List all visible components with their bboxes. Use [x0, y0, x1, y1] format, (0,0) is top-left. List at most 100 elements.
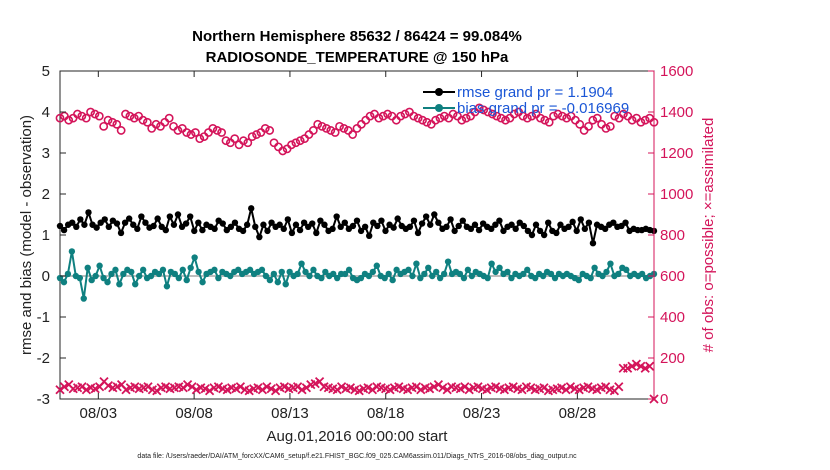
data-point-rmse	[467, 225, 475, 233]
data-point-possible	[64, 115, 74, 125]
data-point-possible	[435, 113, 445, 123]
data-point-possible	[374, 113, 384, 123]
data-point-rmse	[577, 216, 584, 223]
legend-rmse-label: rmse grand pr = 1.1904	[457, 84, 613, 101]
data-point-possible	[142, 117, 152, 127]
data-point-possible	[335, 121, 344, 131]
data-point-possible	[431, 115, 441, 125]
data-point-possible	[396, 111, 406, 121]
data-point-rmse	[573, 227, 580, 235]
right-tick-label: 1200	[660, 145, 693, 162]
legend-rmse-marker	[435, 88, 443, 96]
data-point-rmse	[382, 227, 389, 235]
data-point-bias	[195, 268, 202, 276]
data-point-assimilated	[143, 382, 153, 392]
x-tick-label: 08/28	[559, 405, 597, 422]
data-point-rmse	[545, 219, 552, 226]
data-point-bias	[464, 266, 472, 274]
data-point-bias	[591, 264, 598, 271]
data-point-possible	[562, 113, 572, 123]
data-point-possible	[439, 111, 449, 121]
data-point-possible	[308, 126, 318, 135]
legend: rmse grand pr = 1.1904 bias grand pr = -…	[423, 84, 629, 117]
data-point-assimilated	[539, 383, 549, 393]
x-axis: 08/03 08/08 08/13 08/18 08/23 08/28	[80, 405, 597, 422]
data-point-bias	[171, 270, 179, 278]
data-point-possible	[190, 128, 200, 137]
data-point-rmse	[447, 216, 454, 223]
data-point-rmse	[601, 225, 609, 233]
data-point-rmse	[60, 226, 68, 234]
data-point-possible	[627, 115, 637, 125]
data-point-rmse	[134, 225, 141, 233]
data-point-possible	[322, 123, 331, 133]
data-point-assimilated	[178, 383, 188, 393]
data-point-bias	[484, 274, 491, 282]
left-tick-label: -3	[37, 391, 50, 408]
right-tick-label: 600	[660, 268, 685, 285]
x-tick-label: 08/08	[175, 405, 213, 422]
data-point-bias	[246, 266, 254, 274]
data-point-bias	[147, 272, 155, 280]
data-point-bias	[504, 268, 511, 276]
data-point-possible	[348, 130, 358, 139]
data-point-bias	[318, 274, 325, 282]
data-point-possible	[619, 109, 628, 119]
data-point-possible	[496, 113, 506, 123]
data-point-bias	[575, 276, 582, 284]
data-point-possible	[125, 111, 135, 121]
data-point-bias	[128, 268, 135, 276]
data-point-rmse	[622, 219, 629, 226]
data-point-rmse	[435, 219, 442, 226]
data-point-rmse	[459, 217, 466, 224]
data-point-assimilated	[644, 361, 655, 371]
y-axis-label-left: rmse and bias (model - observation)	[18, 115, 35, 355]
data-point-bias	[183, 276, 190, 284]
data-point-possible	[278, 146, 288, 156]
data-point-rmse	[410, 217, 418, 224]
data-point-bias	[270, 270, 278, 278]
data-point-bias	[92, 272, 99, 280]
series-rmse	[56, 205, 658, 247]
data-point-rmse	[73, 223, 80, 230]
data-point-rmse	[154, 215, 161, 222]
data-point-bias	[68, 248, 76, 255]
data-point-rmse	[353, 217, 361, 224]
data-point-bias	[60, 278, 68, 286]
data-point-possible	[383, 109, 392, 119]
data-point-rmse	[610, 219, 617, 226]
data-point-assimilated	[367, 385, 378, 395]
data-point-assimilated	[257, 385, 268, 395]
data-point-bias	[310, 266, 317, 274]
data-point-rmse	[528, 231, 536, 239]
data-point-bias	[365, 272, 373, 280]
data-point-rmse	[361, 223, 369, 230]
data-point-rmse	[264, 227, 271, 235]
data-point-rmse	[532, 221, 540, 228]
data-point-bias	[492, 268, 499, 276]
data-point-possible	[313, 119, 323, 129]
data-point-bias	[508, 274, 515, 282]
data-point-bias	[603, 268, 610, 276]
series-assimilated	[55, 359, 659, 404]
data-point-bias	[84, 264, 91, 271]
data-point-bias	[330, 270, 337, 278]
data-point-bias	[266, 276, 274, 284]
data-point-rmse	[488, 225, 495, 233]
data-point-bias	[96, 262, 103, 269]
data-point-rmse	[569, 218, 576, 226]
data-point-rmse	[317, 217, 324, 224]
data-point-possible	[483, 107, 493, 117]
data-point-possible	[457, 115, 467, 125]
data-point-possible	[553, 109, 563, 119]
data-point-bias	[302, 268, 309, 276]
data-point-bias	[421, 270, 428, 278]
data-point-possible	[557, 111, 567, 121]
data-point-bias	[155, 270, 163, 278]
data-point-bias	[80, 295, 87, 302]
data-point-bias	[306, 272, 313, 280]
data-point-possible	[217, 128, 227, 137]
data-point-possible	[239, 136, 248, 146]
data-point-assimilated	[292, 382, 303, 392]
